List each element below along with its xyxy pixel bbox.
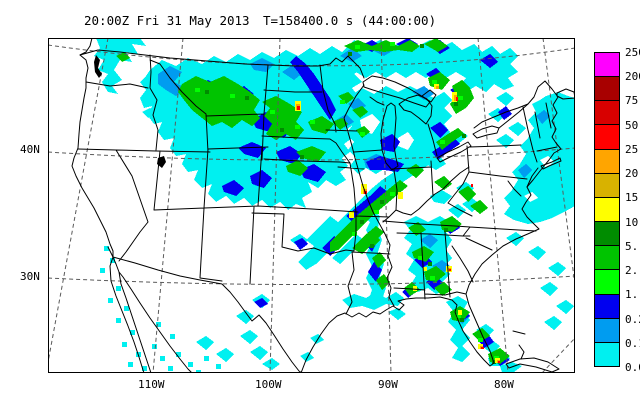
legend-box [595,124,619,149]
legend-box [595,172,619,197]
bahamas [512,330,526,360]
cuba [505,357,560,373]
legend-label: 2. [625,264,639,278]
legend-label: 75. [625,94,640,108]
map-frame [48,38,575,373]
legend-box [595,269,619,294]
title-datetime: 20:00Z Fri 31 May 2013 [84,13,250,28]
legend-box [595,317,619,342]
ytick-30N: 30N [20,270,40,283]
legend-label: 250. [625,46,640,59]
legend-label: 50. [625,118,640,132]
nova-scotia [556,88,575,100]
geography [71,38,575,373]
legend-label: 5. [625,239,639,253]
color-scale [594,52,620,367]
legend-label: 200. [625,70,640,84]
xtick-80W: 80W [494,378,514,391]
gulf-and-east-coast [300,80,562,373]
state-borders [77,54,558,315]
west-coast-and-mexico-border [71,38,303,373]
legend-label: 0.10 [625,336,640,350]
georgian-bay [421,89,437,103]
precip-level-5 [205,44,496,364]
puget-sound [94,55,102,78]
legend-box [595,100,619,125]
long-island [540,157,562,170]
color-scale-labels: 250. 200. 75. 50. 25. 20. 15. 10. 5. 2. 1. 0.25 0.10… [625,46,640,374]
legend-label: 25. [625,142,640,156]
xtick-90W: 90W [378,378,398,391]
legend-box [595,341,619,367]
legend-box [595,76,619,101]
lake-michigan [380,102,399,171]
legend-box [595,245,619,270]
lake-superior [362,75,431,108]
lake-erie [436,141,472,163]
legend-label: 0.01 [625,361,640,374]
xtick-100W: 100W [255,378,282,391]
xtick-110W: 110W [138,378,165,391]
canada-border [79,49,365,79]
title-timer: T=158400.0 s (44:00:00) [263,13,437,28]
lake-huron [398,94,433,125]
legend-label: 10. [625,215,640,229]
mexico-gulf-of-california [107,246,193,373]
legend-label: 1. [625,288,639,302]
lake-ontario [472,125,500,139]
ytick-40N: 40N [20,143,40,156]
legend-box [595,148,619,173]
legend-box [595,221,619,246]
great-salt-lake [157,156,166,168]
legend-label: 15. [625,191,640,205]
legend-box [595,196,619,222]
legend-box [595,53,619,77]
legend-label: 0.25 [625,312,640,326]
legend-label: 20. [625,167,640,181]
legend-box [595,293,619,318]
